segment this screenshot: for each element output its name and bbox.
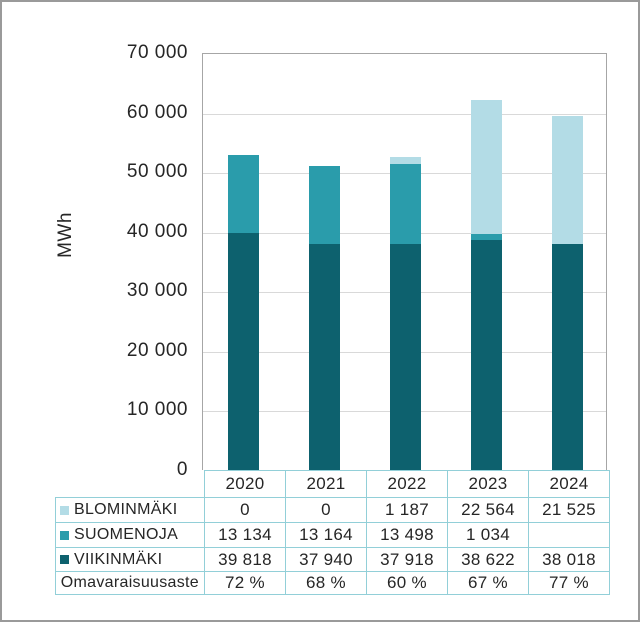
table-value-cell: 13 164 bbox=[285, 522, 367, 548]
y-tick-label: 0 bbox=[176, 459, 188, 480]
table-corner-cell bbox=[56, 471, 205, 498]
y-tick-label: 70 000 bbox=[126, 42, 188, 63]
year-header-2020: 2020 bbox=[204, 470, 286, 498]
table-row: BLOMINMÄKI 0 0 1 187 22 564 21 525 bbox=[55, 497, 610, 523]
table-value-cell: 0 bbox=[285, 497, 367, 523]
table-value-cell: 72 % bbox=[204, 571, 286, 595]
y-tick-label: 30 000 bbox=[126, 280, 188, 301]
table-value-cell: 38 622 bbox=[447, 547, 529, 572]
table-row: SUOMENOJA 13 134 13 164 13 498 1 034 bbox=[55, 522, 610, 548]
table-value-cell: 13 134 bbox=[204, 522, 286, 548]
table-value-cell: 1 187 bbox=[366, 497, 448, 523]
bar-segment-2020-suomenoja bbox=[228, 155, 259, 233]
year-header-2022: 2022 bbox=[366, 470, 448, 498]
bar-segment-2021-viikinmäki bbox=[309, 244, 340, 470]
row-label: SUOMENOJA bbox=[74, 526, 179, 543]
legend-swatch-icon bbox=[60, 530, 69, 540]
table-value-cell: 68 % bbox=[285, 571, 367, 595]
row-label: BLOMINMÄKI bbox=[74, 501, 178, 518]
year-header-2023: 2023 bbox=[447, 470, 529, 498]
bar-segment-2022-blominmäki bbox=[390, 157, 421, 164]
y-tick-label: 50 000 bbox=[126, 161, 188, 182]
legend-swatch-icon bbox=[60, 505, 69, 515]
row-label-cell: VIIKINMÄKI bbox=[55, 547, 205, 572]
row-label-cell: BLOMINMÄKI bbox=[55, 497, 205, 523]
y-tick-label: 20 000 bbox=[126, 340, 188, 361]
bar-segment-2023-viikinmäki bbox=[471, 240, 502, 470]
table-value-cell: 39 818 bbox=[204, 547, 286, 572]
table-value-cell: 77 % bbox=[528, 571, 610, 595]
bar-segment-2024-blominmäki bbox=[552, 116, 583, 244]
row-label-cell: Omavaraisuusaste bbox=[55, 571, 205, 595]
table-value-cell: 13 498 bbox=[366, 522, 448, 548]
table-value-cell: 37 918 bbox=[366, 547, 448, 572]
y-tick-label: 10 000 bbox=[126, 399, 188, 420]
table-value-cell: 21 525 bbox=[528, 497, 610, 523]
row-label: Omavaraisuusaste bbox=[60, 574, 199, 591]
bar-segment-2024-viikinmäki bbox=[552, 244, 583, 470]
table-value-cell: 1 034 bbox=[447, 522, 529, 548]
table-row: Omavaraisuusaste 72 % 68 % 60 % 67 % 77 % bbox=[55, 571, 610, 595]
year-header-2024: 2024 bbox=[528, 470, 610, 498]
plot-area bbox=[202, 53, 607, 470]
gridline-60000 bbox=[203, 114, 606, 115]
row-label-cell: SUOMENOJA bbox=[55, 522, 205, 548]
bar-segment-2022-viikinmäki bbox=[390, 244, 421, 470]
bar-segment-2023-suomenoja bbox=[471, 234, 502, 240]
table-value-cell: 60 % bbox=[366, 571, 448, 595]
bar-segment-2021-suomenoja bbox=[309, 166, 340, 244]
table-value-cell: 37 940 bbox=[285, 547, 367, 572]
bar-segment-2020-viikinmäki bbox=[228, 233, 259, 470]
legend-swatch-icon bbox=[60, 555, 69, 564]
bar-segment-2023-blominmäki bbox=[471, 100, 502, 234]
table-value-cell: 67 % bbox=[447, 571, 529, 595]
table-value-cell: 22 564 bbox=[447, 497, 529, 523]
table-value-cell: 38 018 bbox=[528, 547, 610, 572]
year-header-2021: 2021 bbox=[285, 470, 367, 498]
table-value-cell bbox=[528, 522, 610, 548]
table-row: VIIKINMÄKI 39 818 37 940 37 918 38 622 38 018 bbox=[55, 547, 610, 572]
y-tick-label: 40 000 bbox=[126, 221, 188, 242]
row-label: VIIKINMÄKI bbox=[74, 550, 163, 568]
data-table: 2020 2021 2022 2023 2024 BLOMINMÄKI 0 0 1 187 22… bbox=[55, 470, 610, 595]
y-axis-title: MWh bbox=[55, 212, 76, 258]
y-tick-label: 60 000 bbox=[126, 102, 188, 123]
bar-segment-2022-suomenoja bbox=[390, 164, 421, 244]
table-value-cell: 0 bbox=[204, 497, 286, 523]
